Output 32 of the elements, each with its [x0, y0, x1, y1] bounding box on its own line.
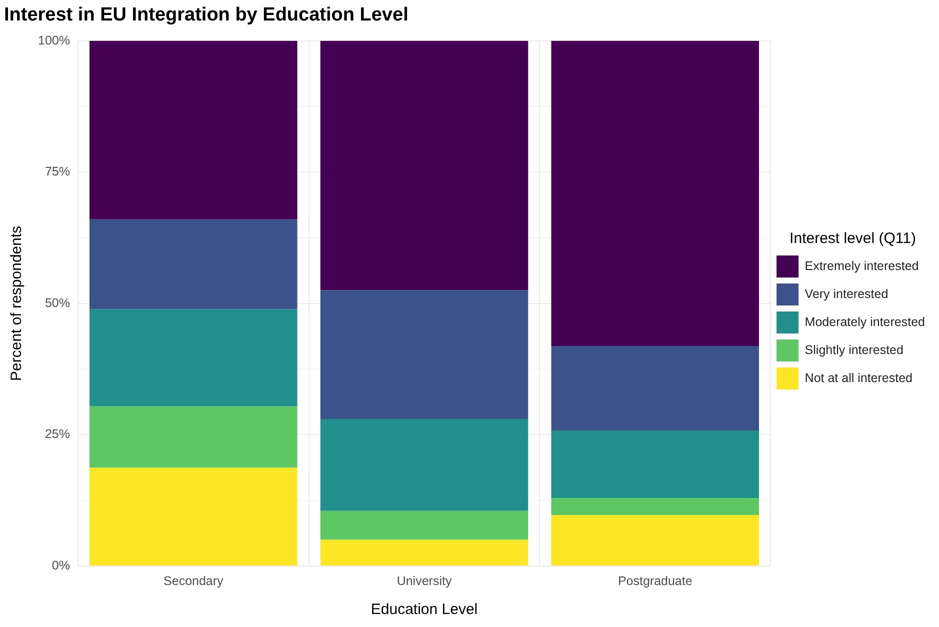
legend-label: Slightly interested	[804, 342, 904, 357]
y-axis-title: Percent of respondents	[8, 226, 26, 381]
bar	[320, 418, 528, 511]
x-tick-label: University	[396, 574, 452, 588]
x-tick-label: Postgraduate	[618, 574, 692, 588]
y-tick-label: 50%	[44, 296, 70, 310]
x-tick-label: Secondary	[164, 574, 224, 588]
legend-label: Very interested	[804, 286, 888, 301]
bar	[320, 540, 528, 566]
x-axis-title: Education Level	[370, 601, 478, 618]
bar	[90, 219, 298, 310]
legend-label: Moderately interested	[804, 314, 926, 329]
y-tick-label: 25%	[44, 427, 70, 442]
bar	[90, 309, 298, 406]
bar	[551, 346, 760, 430]
bar	[551, 498, 760, 516]
legend-title: Interest level (Q11)	[790, 230, 916, 248]
chart-title: Interest in EU Integration by Education Level	[4, 4, 408, 26]
bar	[90, 468, 298, 566]
bar	[320, 290, 528, 419]
bar	[320, 40, 528, 290]
y-tick-label: 100%	[38, 33, 70, 48]
legend-label: Extremely interested	[804, 258, 919, 273]
y-tick-label: 75%	[44, 164, 70, 179]
bar	[551, 515, 760, 566]
bar	[90, 406, 298, 468]
bar	[551, 40, 760, 346]
y-tick-label: 0%	[52, 558, 70, 572]
bar	[320, 510, 528, 540]
legend-label: Not at all interested	[804, 370, 913, 385]
bar	[551, 430, 760, 498]
bar	[90, 40, 298, 220]
